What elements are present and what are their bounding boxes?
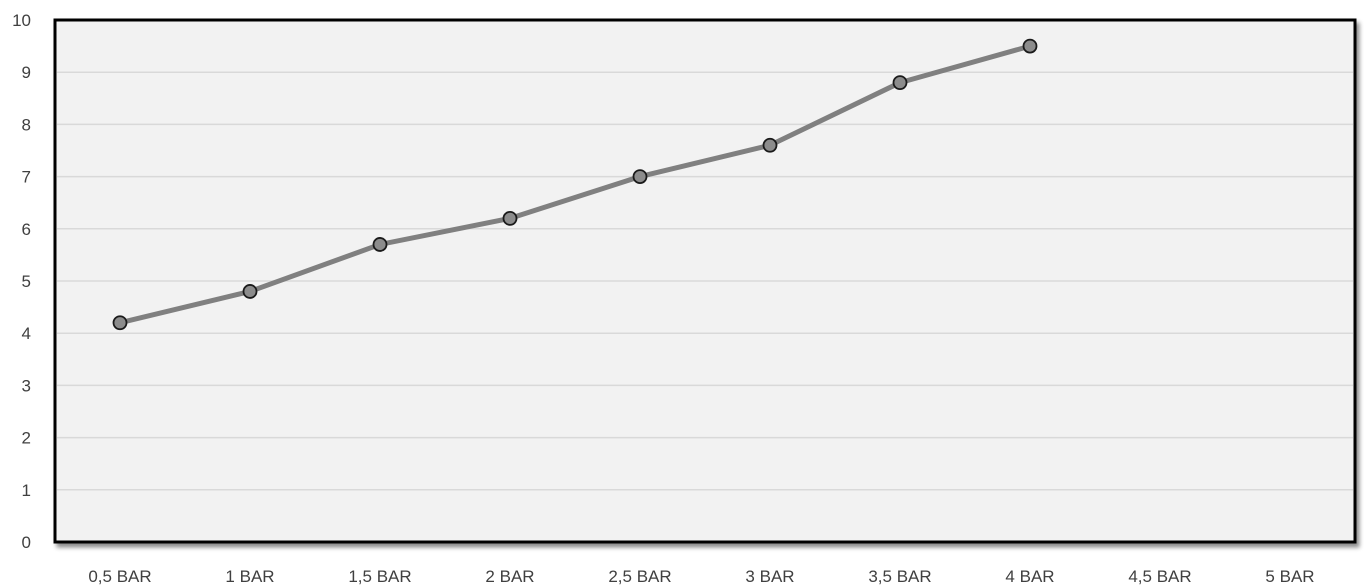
y-tick-label-6: 6 (22, 220, 31, 239)
data-point-5 (632, 169, 648, 185)
x-tick-label-6: 3 BAR (745, 567, 794, 586)
y-tick-label-2: 2 (22, 429, 31, 448)
x-tick-label-7: 3,5 BAR (868, 567, 931, 586)
data-point-4 (502, 210, 518, 226)
x-axis-tick-labels: 0,5 BAR 1 BAR 1,5 BAR 2 BAR 2,5 BAR 3 BAR 3,5 … (88, 567, 1314, 586)
data-series (112, 38, 1038, 331)
x-tick-label-5: 2,5 BAR (608, 567, 671, 586)
x-tick-label-2: 1 BAR (225, 567, 274, 586)
y-tick-label-9: 9 (22, 63, 31, 82)
x-tick-label-10: 5 BAR (1265, 567, 1314, 586)
data-point-3 (372, 237, 388, 252)
x-tick-label-9: 4,5 BAR (1128, 567, 1191, 586)
data-point-7 (892, 75, 908, 91)
y-tick-label-7: 7 (22, 168, 31, 187)
x-tick-label-8: 4 BAR (1005, 567, 1054, 586)
y-tick-label-5: 5 (22, 272, 31, 291)
series-line-1 (117, 43, 1033, 326)
y-tick-label-8: 8 (22, 115, 31, 134)
y-tick-label-1: 1 (22, 481, 31, 500)
y-tick-label-3: 3 (22, 376, 31, 395)
x-tick-label-3: 1,5 BAR (348, 567, 411, 586)
y-tick-label-0: 0 (22, 533, 31, 552)
y-axis-tick-labels: 0 1 2 3 4 5 6 7 8 9 10 (12, 11, 31, 552)
y-tick-label-4: 4 (22, 324, 31, 343)
y-tick-label-10: 10 (12, 11, 31, 30)
data-point-8 (1022, 38, 1038, 54)
gridlines (57, 71, 1353, 491)
data-point-1 (112, 315, 128, 331)
data-point-6 (762, 137, 778, 153)
data-point-2 (242, 284, 258, 299)
x-tick-label-4: 2 BAR (485, 567, 534, 586)
x-tick-label-1: 0,5 BAR (88, 567, 151, 586)
